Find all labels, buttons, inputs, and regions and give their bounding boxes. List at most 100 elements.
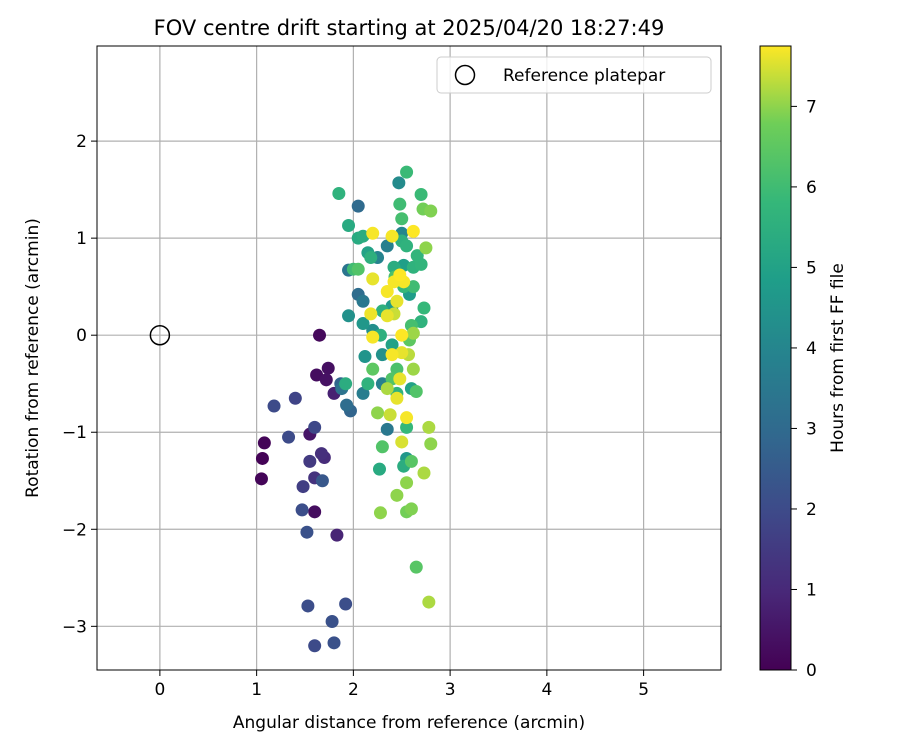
data-point <box>371 406 385 420</box>
data-point <box>310 368 324 382</box>
y-tick-label: 1 <box>76 229 87 249</box>
data-point <box>417 301 431 315</box>
data-point <box>366 362 380 376</box>
data-point <box>414 187 428 201</box>
data-point <box>313 328 327 342</box>
legend-label: Reference platepar <box>503 66 665 86</box>
data-point <box>380 382 394 396</box>
data-point <box>380 285 394 299</box>
data-point <box>356 317 370 331</box>
data-point <box>321 361 335 375</box>
data-point <box>296 480 310 494</box>
data-point <box>356 294 370 308</box>
data-point <box>339 377 353 391</box>
legend-box <box>436 56 712 94</box>
data-point <box>390 488 404 502</box>
data-point <box>380 422 394 436</box>
legend-reference-marker <box>454 64 476 86</box>
legend: Reference platepar <box>436 56 712 94</box>
data-point <box>395 328 409 342</box>
data-point <box>342 309 356 323</box>
data-point <box>422 420 436 434</box>
data-point <box>409 560 423 574</box>
data-point <box>392 176 406 190</box>
data-point <box>342 219 356 233</box>
data-point <box>393 197 407 211</box>
data-point <box>340 398 354 412</box>
data-point <box>383 408 397 422</box>
data-point <box>380 309 394 323</box>
x-tick-label: 3 <box>445 680 456 700</box>
data-point <box>351 199 365 213</box>
data-point <box>325 614 339 628</box>
y-tick-label: −1 <box>62 423 87 443</box>
data-point <box>417 466 431 480</box>
data-point <box>395 212 409 226</box>
data-point <box>406 224 420 238</box>
x-tick-label: 2 <box>348 680 359 700</box>
data-point <box>393 372 407 386</box>
x-tick-label: 1 <box>251 680 262 700</box>
data-point <box>254 472 268 486</box>
data-point <box>319 373 333 387</box>
data-point <box>295 503 309 517</box>
data-points <box>254 165 438 653</box>
chart-title: FOV centre drift starting at 2025/04/20 … <box>154 16 665 40</box>
data-point <box>390 391 404 405</box>
data-point <box>332 187 346 201</box>
colorbar-ticks: 0 1 2 3 4 5 6 7 <box>791 97 817 681</box>
y-tick-label: −3 <box>62 617 87 637</box>
data-point <box>366 272 380 286</box>
data-point <box>393 268 407 282</box>
y-axis-label: Rotation from reference (arcmin) <box>23 218 43 498</box>
data-point <box>315 474 329 488</box>
y-axis-ticks: −3 −2 −1 0 1 2 <box>62 132 97 637</box>
colorbar-tick-label: 6 <box>806 178 817 198</box>
colorbar-tick-label: 5 <box>806 258 817 278</box>
data-point <box>409 384 423 398</box>
data-point <box>404 502 418 516</box>
colorbar-tick-label: 7 <box>806 97 817 117</box>
data-point <box>257 436 271 450</box>
data-point <box>395 346 409 360</box>
x-tick-label: 5 <box>638 680 649 700</box>
y-tick-label: −2 <box>62 520 87 540</box>
data-point <box>400 411 414 425</box>
plot-frame <box>96 45 722 671</box>
data-point <box>424 437 438 451</box>
x-tick-label: 0 <box>154 680 165 700</box>
data-point <box>406 326 420 340</box>
data-point <box>303 454 317 468</box>
data-point <box>366 226 380 240</box>
data-point <box>375 440 389 454</box>
data-point <box>406 280 420 294</box>
y-tick-label: 0 <box>76 326 87 346</box>
colorbar-label: Hours from first FF file <box>828 263 848 453</box>
data-point <box>300 525 314 539</box>
data-point <box>364 307 378 321</box>
data-point <box>358 350 372 364</box>
colorbar-tick-label: 0 <box>806 661 817 681</box>
data-point <box>400 476 414 490</box>
data-point <box>327 636 341 650</box>
data-point <box>390 294 404 308</box>
data-point <box>314 447 328 461</box>
data-point <box>330 528 344 542</box>
x-tick-label: 4 <box>541 680 552 700</box>
data-point <box>301 599 315 613</box>
colorbar-tick-label: 1 <box>806 580 817 600</box>
reference-marker <box>149 324 171 346</box>
data-point <box>400 165 414 179</box>
colorbar: 0 1 2 3 4 5 6 7 Hours from first FF file <box>759 45 848 681</box>
data-point <box>373 506 387 520</box>
colorbar-tick-label: 3 <box>806 419 817 439</box>
data-point <box>282 430 296 444</box>
colorbar-gradient <box>759 45 792 671</box>
data-point <box>366 330 380 344</box>
data-point <box>404 454 418 468</box>
data-point <box>385 229 399 243</box>
x-axis-ticks: 0 1 2 3 4 5 <box>154 670 649 700</box>
data-point <box>385 348 399 362</box>
data-point <box>419 241 433 255</box>
